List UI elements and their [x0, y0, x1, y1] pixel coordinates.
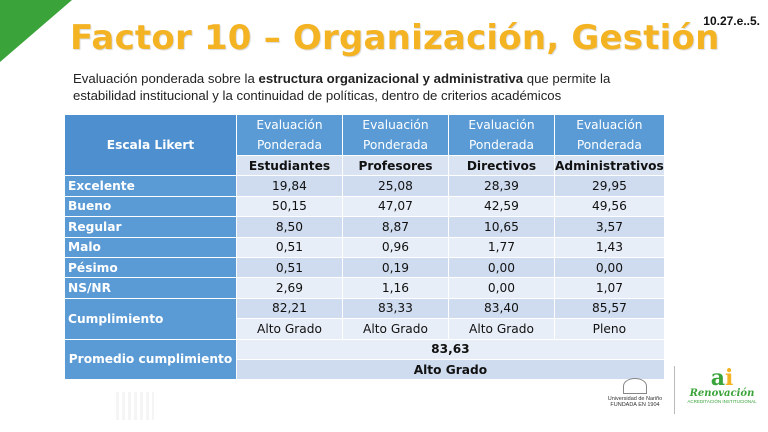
row-label: NS/NR: [64, 277, 237, 299]
table-cell: 0,00: [554, 256, 665, 279]
promedio-value: 83,63: [236, 338, 665, 360]
eval-header: Evaluación Ponderada: [448, 114, 555, 156]
table-row: NS/NR 2,69 1,16 0,00 1,07: [64, 277, 665, 299]
table-cell: 8,87: [342, 216, 449, 238]
row-label: Excelente: [64, 175, 237, 197]
table-row: Excelente 19,84 25,08 28,39 29,95: [64, 175, 665, 197]
table-cell: Alto Grado: [448, 318, 555, 340]
eval-header: Evaluación Ponderada: [554, 114, 665, 156]
eval-header: Evaluación Ponderada: [342, 114, 449, 156]
likert-table: Escala Likert Evaluación Ponderada Evalu…: [64, 113, 665, 381]
table-cell: 1,43: [554, 236, 665, 258]
slide-reference: 10.27.e..5.: [703, 14, 760, 28]
corner-decoration: [0, 0, 72, 62]
table-cell: Alto Grado: [342, 318, 449, 340]
table-cell: 1,07: [554, 277, 665, 299]
ai-logo-icon: ai: [710, 365, 734, 391]
table-cell: 8,50: [236, 216, 343, 238]
table-cell: 0,51: [236, 256, 343, 279]
university-logo: Universidad de Nariño FUNDADA EN 1904: [604, 378, 666, 424]
subtitle-pre: Evaluación ponderada sobre la: [73, 71, 259, 86]
cumplimiento-label: Cumplimiento: [64, 297, 237, 340]
background-decoration: [116, 392, 154, 420]
group-header: Administrativos: [554, 154, 665, 177]
table-cell: 28,39: [448, 175, 555, 197]
eval-header: Evaluación Ponderada: [236, 114, 343, 156]
table-cell: 3,57: [554, 216, 665, 238]
ai-logo-text: Renovación: [689, 388, 755, 399]
table-cell: 0,00: [448, 256, 555, 279]
table-cell: Alto Grado: [236, 318, 343, 340]
logo-area: Universidad de Nariño FUNDADA EN 1904 ai…: [596, 366, 764, 426]
row-label: Bueno: [64, 195, 237, 218]
table-cell: 0,51: [236, 236, 343, 258]
table-row: Pésimo 0,51 0,19 0,00 0,00: [64, 256, 665, 279]
subtitle-post: que permite la estabilidad institucional…: [73, 71, 611, 103]
table-cell: 2,69: [236, 277, 343, 299]
table-row: Regular 8,50 8,87 10,65 3,57: [64, 216, 665, 238]
row-label: Malo: [64, 236, 237, 258]
university-name: Universidad de Nariño: [607, 396, 663, 402]
table-cell: 25,08: [342, 175, 449, 197]
table-row: Malo 0,51 0,96 1,77 1,43: [64, 236, 665, 258]
logo-divider: [674, 366, 675, 414]
table-cell: 83,40: [448, 297, 555, 320]
row-label: Pésimo: [64, 256, 237, 279]
table-cell: 0,00: [448, 277, 555, 299]
group-header: Estudiantes: [236, 154, 343, 177]
accreditation-logo: ai Renovación ACREDITACIÓN INSTITUCIONAL: [686, 365, 758, 404]
subtitle-bold: estructura organizacional y administrati…: [258, 71, 524, 86]
table-cell: 0,96: [342, 236, 449, 258]
table-cell: 19,84: [236, 175, 343, 197]
table-cell: 0,19: [342, 256, 449, 279]
group-header: Directivos: [448, 154, 555, 177]
table-cell: 1,77: [448, 236, 555, 258]
slide-title: Factor 10 – Organización, Gestión: [70, 18, 720, 58]
table-cell: Pleno: [554, 318, 665, 340]
table-row: Bueno 50,15 47,07 42,59 49,56: [64, 195, 665, 218]
university-seal-icon: [623, 378, 647, 394]
table-cell: 29,95: [554, 175, 665, 197]
table-cell: 42,59: [448, 195, 555, 218]
table-cell: 85,57: [554, 297, 665, 320]
table-cell: 47,07: [342, 195, 449, 218]
promedio-label: Promedio cumplimiento: [64, 338, 237, 381]
table-cell: 50,15: [236, 195, 343, 218]
scale-header: Escala Likert: [64, 113, 237, 177]
table-cell: 49,56: [554, 195, 665, 218]
university-sub: FUNDADA EN 1904: [610, 402, 660, 408]
promedio-grade: Alto Grado: [236, 358, 665, 381]
table-cell: 1,16: [342, 277, 449, 299]
table-row: Cumplimiento 82,21 83,33 83,40 85,57: [64, 297, 665, 340]
table-cell: 10,65: [448, 216, 555, 238]
slide-subtitle: Evaluación ponderada sobre la estructura…: [73, 70, 673, 104]
table-cell: 82,21: [236, 297, 343, 320]
table-cell: 83,33: [342, 297, 449, 320]
group-header: Profesores: [342, 154, 449, 177]
ai-logo-sub: ACREDITACIÓN INSTITUCIONAL: [687, 399, 757, 404]
row-label: Regular: [64, 216, 237, 238]
